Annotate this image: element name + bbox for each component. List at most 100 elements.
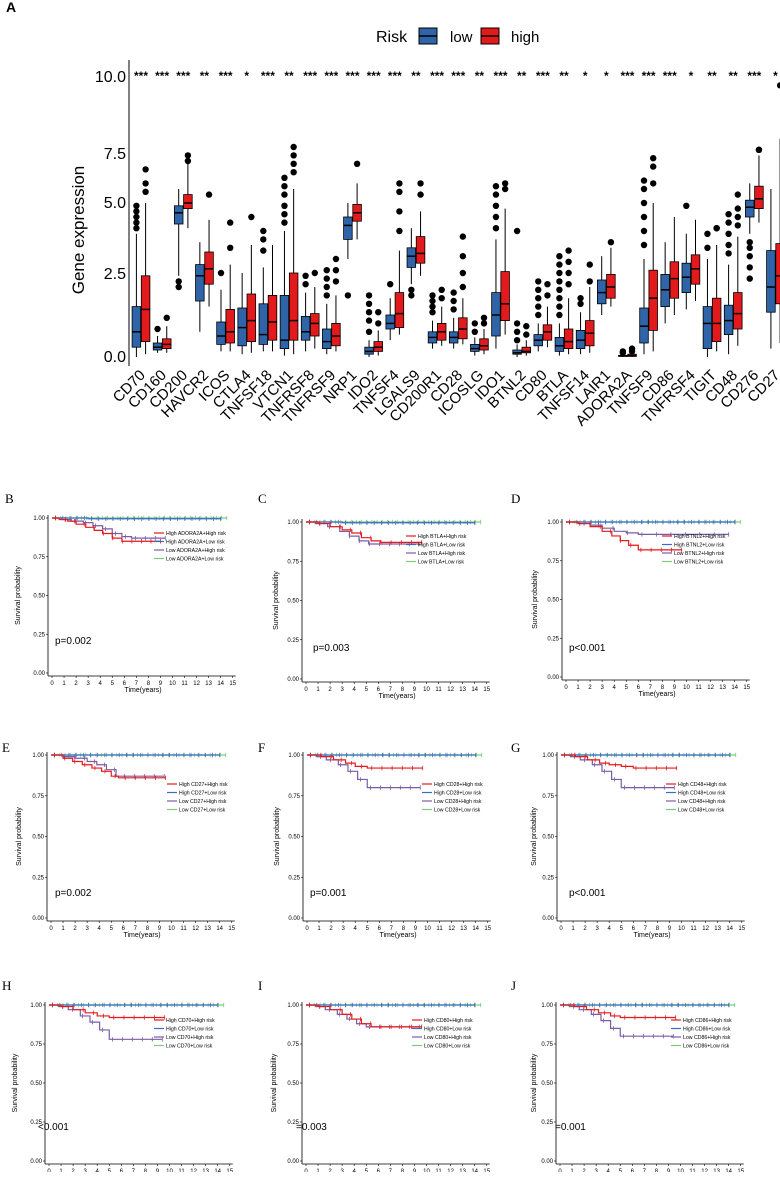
significance-label: *** [155, 69, 169, 83]
legend-label: Low CD48+High risk [678, 799, 726, 805]
outlier-point [227, 219, 234, 226]
box-high [521, 346, 532, 354]
y-axis-label: Survival probability [15, 566, 22, 625]
box-high [394, 292, 405, 329]
outlier-point [565, 281, 572, 288]
y-tick-label: 0.75 [287, 1042, 299, 1048]
y-tick-label: 1.00 [287, 1003, 299, 1009]
outlier-point [640, 199, 648, 207]
outlier-point [248, 213, 255, 221]
outlier-point [734, 213, 741, 221]
y-tick-label: 0.00 [33, 671, 45, 677]
y-tick-label: 0.25 [541, 1120, 553, 1126]
outlier-point [565, 247, 572, 254]
outlier-point [365, 328, 373, 335]
outlier-point [640, 213, 648, 221]
outlier-point [281, 191, 288, 198]
y-tick-label: 0.25 [287, 1120, 299, 1126]
significance-label: ** [707, 69, 717, 83]
y-tick-label: 0.50 [32, 835, 44, 841]
outlier-point [281, 202, 288, 209]
x-tick-label: 3 [595, 926, 599, 932]
legend-label: High CD86+Low risk [683, 1027, 731, 1033]
significance-label: *** [324, 69, 338, 83]
legend-label: Low CD28+Low risk [434, 808, 481, 814]
x-tick-label: 12 [192, 926, 199, 932]
x-tick-label: 6 [377, 687, 381, 693]
y-tick-label: 0.00 [287, 1159, 299, 1165]
y-tick-label: 0.50 [288, 835, 300, 841]
legend-label: Low CD27+High risk [179, 799, 227, 805]
x-tick-label: 11 [180, 926, 187, 932]
significance-label: * [244, 69, 249, 83]
y-tick-label: 0.25 [287, 638, 299, 644]
outlier-point [365, 309, 373, 316]
x-tick-label: 12 [707, 685, 714, 691]
x-tick-label: 10 [424, 926, 431, 932]
y-tick-label: 0.25 [547, 636, 559, 642]
y-tick-label: 0.50 [542, 835, 554, 841]
outlier-point [323, 283, 330, 291]
box-high [310, 313, 320, 337]
outlier-point [184, 157, 192, 165]
outlier-point [734, 191, 741, 198]
survival-curve [306, 1004, 422, 1028]
significance-label: ** [284, 69, 294, 83]
outlier-point [281, 219, 288, 226]
y-tick-label: 1.00 [30, 1003, 42, 1009]
outlier-point [640, 177, 648, 184]
box-low [745, 199, 755, 218]
outlier-point [565, 269, 572, 277]
significance-label: * [773, 69, 778, 83]
outlier-point [175, 283, 182, 291]
y-tick-label: 0.50 [541, 1081, 553, 1087]
x-tick-label: 13 [714, 926, 721, 932]
x-tick-label: 11 [181, 681, 188, 687]
x-tick-label: 12 [448, 926, 455, 932]
significance-label: *** [494, 69, 508, 83]
survival-curve [52, 517, 161, 542]
legend-label: High CD48+High risk [678, 782, 727, 788]
y-tick-label: 0.50 [287, 1081, 299, 1087]
outlier-point [429, 303, 436, 310]
x-tick-label: 6 [122, 926, 126, 932]
outlier-point [650, 155, 657, 162]
y-tick-label: 0.00 [32, 916, 44, 922]
x-tick-label: 0 [49, 926, 53, 932]
legend-label: High CD28+Low risk [434, 791, 482, 797]
outlier-point [607, 239, 615, 246]
y-axis-label: Survival probability [532, 570, 539, 629]
x-tick-label: 5 [625, 685, 629, 691]
outlier-point [492, 213, 500, 221]
outlier-point [323, 267, 330, 274]
panel-label: D [511, 491, 520, 506]
y-tick-label: 1.00 [542, 753, 554, 759]
x-tick-label: 15 [738, 926, 745, 932]
outlier-point [535, 295, 542, 302]
outlier-point [704, 244, 711, 251]
outlier-point [365, 300, 373, 307]
outlier-point [471, 320, 478, 327]
x-axis-label: Time(years) [379, 932, 416, 939]
x-tick-label: 8 [147, 681, 151, 687]
x-tick-label: 10 [169, 681, 176, 687]
x-tick-label: 7 [644, 926, 648, 932]
outlier-point [175, 278, 182, 285]
y-tick-label: 0.00 [288, 916, 300, 922]
legend-label: Low CD86+Low risk [683, 1044, 730, 1050]
y-tick-label: 0.50 [287, 599, 299, 605]
x-tick-label: 9 [668, 926, 672, 932]
outlier-point [429, 309, 436, 316]
outlier-point [323, 275, 330, 282]
x-tick-label: 2 [73, 926, 77, 932]
legend-label: Low BTLA+High risk [418, 551, 466, 557]
significance-label: *** [219, 69, 233, 83]
box-low [195, 264, 205, 302]
significance-label: *** [663, 69, 677, 83]
x-tick-label: 4 [608, 926, 612, 932]
outlier-point [755, 146, 763, 153]
outlier-point [556, 286, 563, 293]
outlier-point [544, 292, 551, 299]
box-low [216, 321, 226, 345]
x-tick-label: 12 [447, 687, 454, 693]
